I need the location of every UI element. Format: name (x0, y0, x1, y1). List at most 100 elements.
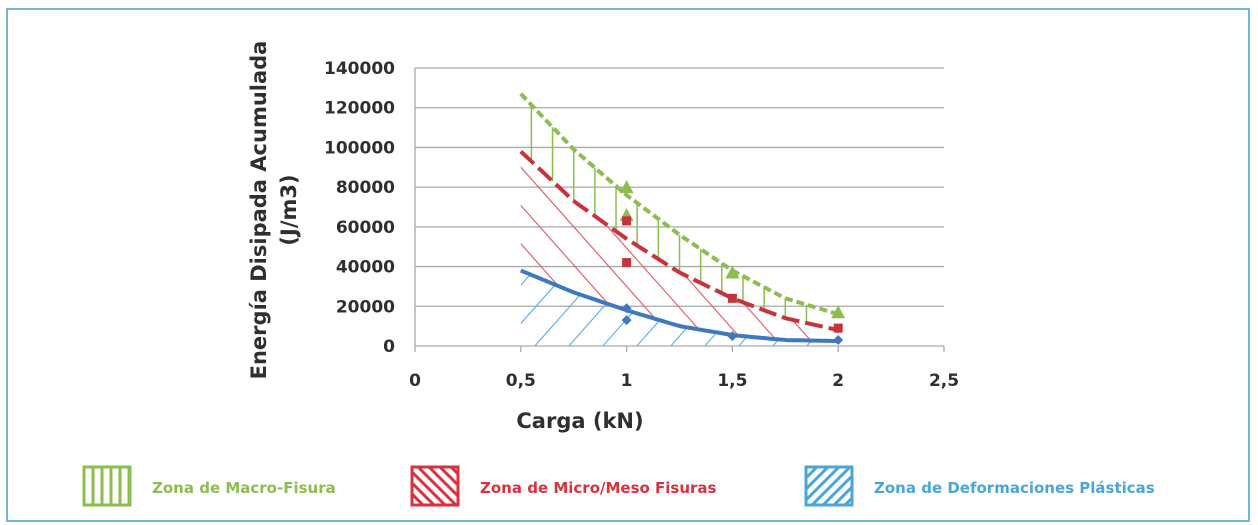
legend-pattern-line (449, 467, 458, 477)
micro-zone-hatch-line (520, 151, 768, 342)
micro-zone-hatch-line (909, 68, 1209, 406)
micro-trendline (519, 149, 839, 333)
micro-zone-hatch-line (1147, 68, 1258, 406)
micro-zone-hatch-line (520, 151, 802, 342)
legend-pattern-line (438, 467, 458, 488)
micro-zone-hatch-line (1045, 68, 1258, 406)
y-tick-label: 140000 (324, 59, 395, 79)
plastic-zone-hatch-line (520, 270, 666, 346)
plastic-point (833, 335, 844, 346)
micro-zone-hatch-line (636, 151, 839, 342)
micro-zone-hatch-line (772, 151, 839, 342)
y-tick-label: 100000 (324, 138, 395, 158)
plastic-zone-hatch-line (520, 270, 802, 346)
micro-zone-hatch-line (977, 68, 1258, 406)
y-axis-title-line1: Energía Disipada Acumulada (247, 41, 271, 380)
micro-zone-hatch-line (59, 68, 359, 406)
chart-ticks: 0 20000 40000 60000 80000 100000 120000 140000 0… (324, 59, 959, 391)
macro-point (619, 180, 634, 194)
plastic-zone-hatch-line (0, 8, 121, 346)
legend-pattern-line (412, 491, 425, 505)
legend-label-micro: Zona de Micro/Meso Fisuras (480, 479, 717, 497)
legend-label-plastic: Zona de Deformaciones Plásticas (874, 479, 1155, 497)
micro-zone-hatch-line (568, 151, 839, 342)
y-tick-label: 20000 (336, 297, 395, 317)
plastic-zone-hatch-line (704, 270, 839, 346)
x-axis-title: Carga (kN) (516, 409, 643, 433)
plastic-zone-hatch-line (0, 8, 189, 346)
legend-pattern (806, 467, 852, 505)
micro-zone-hatch-line (0, 68, 189, 406)
micro-zone-hatch-line (943, 68, 1243, 406)
x-tick-label: 2 (832, 371, 844, 391)
micro-zone-hatch-line (161, 68, 461, 406)
legend-pattern-line (810, 467, 852, 505)
plastic-zone-hatch-line (568, 270, 839, 346)
legend-pattern-line (806, 467, 808, 470)
plastic-point (621, 303, 632, 314)
plastic-zone-hatch-line (1113, 8, 1258, 346)
legend-pattern-line (416, 467, 458, 505)
macro-point (831, 305, 846, 319)
plastic-point (727, 331, 738, 342)
x-tick-label: 2,5 (929, 371, 959, 391)
plastic-zone-hatch-line (602, 270, 839, 346)
plastic-zone-hatch-line (841, 8, 1141, 346)
legend-pattern-line (821, 473, 852, 505)
micro-zone-hatch-line (1181, 68, 1258, 406)
y-axis-title-line2: (J/m3) (277, 174, 301, 245)
plastic-trendline (520, 268, 839, 343)
micro-zone-hatch-line (1011, 68, 1258, 406)
y-tick-label: 40000 (336, 258, 395, 278)
y-tick-label: 120000 (324, 99, 395, 119)
micro-zone-hatch-line (602, 151, 839, 342)
micro-zone-hatch-line (738, 151, 839, 342)
legend-pattern-line (806, 467, 819, 481)
plastic-zone-hatch-line (1045, 8, 1258, 346)
chart-grid (414, 67, 945, 352)
legend-item-macro: Zona de Macro-Fisura (82, 465, 336, 507)
plastic-zone-hatch (0, 8, 1258, 346)
legend-pattern-line (832, 484, 852, 505)
micro-zone-hatch-line (875, 68, 1175, 406)
micro-zone-hatch-line (1079, 68, 1258, 406)
plastic-zone-hatch-line (1215, 8, 1258, 346)
micro-zone-hatch-line (0, 68, 155, 406)
plastic-zone-hatch-line (161, 8, 461, 346)
micro-point (727, 293, 737, 303)
micro-point (622, 258, 632, 268)
micro-zone-hatch-line (0, 68, 223, 406)
plastic-point (621, 315, 632, 326)
x-tick-label: 0,5 (506, 371, 536, 391)
plastic-zone-hatch-line (772, 270, 839, 346)
legend-pattern-line (412, 469, 447, 505)
micro-zone-hatch-line (806, 151, 839, 342)
plastic-zone-hatch-line (59, 8, 359, 346)
macro-point (725, 265, 740, 279)
micro-zone-hatch-line (1113, 68, 1258, 406)
plastic-zone-hatch-line (636, 270, 839, 346)
legend-item-micro: Zona de Micro/Meso Fisuras (410, 465, 717, 507)
macro-trendline (519, 92, 839, 317)
micro-zone-hatch-line (670, 151, 839, 342)
legend-pattern (91, 467, 130, 505)
plastic-zone-hatch-line (875, 8, 1175, 346)
y-tick-label: 80000 (336, 178, 395, 198)
legend-item-plastic: Zona de Deformaciones Plásticas (804, 465, 1155, 507)
micro-zone-hatch-line (520, 151, 700, 342)
micro-zone-hatch-line (520, 151, 734, 342)
plastic-zone-hatch-line (520, 270, 564, 346)
plastic-zone-hatch-line (670, 270, 839, 346)
legend: Zona de Macro-Fisura Zona de Micro/Meso … (82, 465, 1155, 507)
legend-label-macro: Zona de Macro-Fisura (152, 479, 336, 497)
legend-pattern-line (806, 467, 830, 492)
plastic-zone-hatch-line (909, 8, 1209, 346)
legend-pattern (412, 467, 458, 505)
chart-points (619, 180, 846, 346)
legend-pattern-line (806, 467, 841, 503)
plastic-zone-hatch-line (1181, 8, 1258, 346)
micro-zone-hatch-line (0, 68, 121, 406)
x-tick-label: 1 (621, 371, 633, 391)
plastic-zone-hatch-line (977, 8, 1258, 346)
